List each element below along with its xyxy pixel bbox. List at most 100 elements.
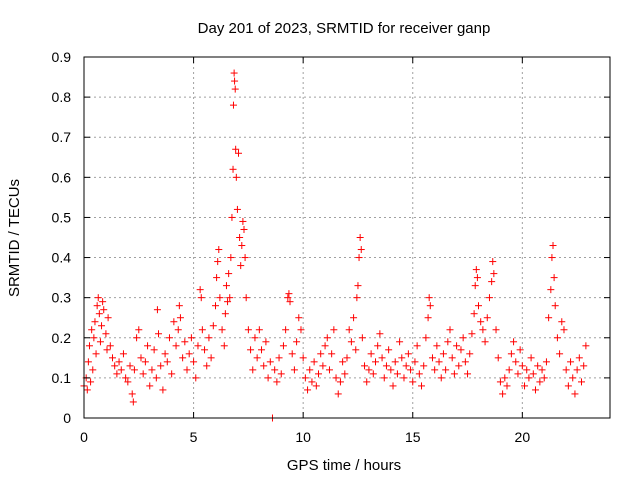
data-point [152,374,160,382]
data-point [499,390,507,398]
data-point [538,366,546,374]
data-point [407,366,415,374]
data-point [345,326,353,334]
data-point [155,330,163,338]
data-point [124,378,132,386]
data-point [582,342,590,350]
data-point [192,374,200,382]
data-point [560,326,568,334]
data-point [262,338,270,346]
data-point [317,350,325,358]
data-point [232,145,240,153]
data-point [529,370,537,378]
data-point [503,382,511,390]
data-point [564,382,572,390]
data-point [571,390,579,398]
y-tick-label: 0.4 [52,250,72,266]
data-point [308,378,316,386]
data-point [275,354,283,362]
data-point [163,358,171,366]
data-point [347,338,355,346]
data-point [569,374,577,382]
data-point [374,342,382,350]
data-point [422,334,430,342]
data-point [117,366,125,374]
data-point [90,334,98,342]
data-point [385,346,393,354]
data-point [521,382,529,390]
data-point [578,378,586,386]
data-point [514,370,522,378]
data-point [179,354,187,362]
data-point [336,378,344,386]
data-point [181,338,189,346]
data-point [367,350,375,358]
data-point [271,366,279,374]
data-point [490,270,498,278]
data-point [341,370,349,378]
data-point [241,254,249,262]
data-point [198,326,206,334]
data-point [290,366,298,374]
data-point [475,302,482,310]
data-point [369,370,377,378]
data-point [470,310,478,318]
data-point [244,326,252,334]
data-point [464,370,472,378]
x-tick-labels: 0 5 10 15 20 [80,429,530,445]
data-point [194,342,202,350]
data-point [534,362,542,370]
data-point [477,318,485,326]
data-point [483,314,491,322]
data-point [548,254,556,262]
data-point [425,294,433,302]
data-point [350,314,358,322]
data-point [473,274,481,282]
data-point [492,326,500,334]
data-point [527,354,535,362]
data-point [92,350,100,358]
data-point [542,358,550,366]
data-point [126,362,134,370]
data-point [146,382,154,390]
data-point [87,378,95,386]
data-point [135,326,143,334]
data-point [468,330,476,338]
data-point [122,374,130,382]
data-point [83,386,91,394]
data-point [187,334,195,342]
data-point [284,294,292,302]
data-point [88,326,96,334]
data-point [236,234,244,241]
data-point [512,358,520,366]
data-point [354,282,362,290]
data-point [218,326,226,334]
data-point [89,366,97,374]
data-point [580,362,588,370]
data-point [365,366,373,374]
data-point [363,378,371,386]
data-point [174,326,182,334]
data-point [398,354,406,362]
data-point [286,298,294,306]
data-point [228,213,236,221]
data-point [247,346,255,354]
data-point [128,390,136,398]
data-point [285,290,293,298]
data-point [205,334,213,342]
plot-frame [83,56,611,419]
data-point [197,294,205,302]
data-point [426,302,434,310]
data-point [479,326,487,334]
data-point [459,334,467,342]
data-point [203,362,211,370]
data-point [277,370,285,378]
data-point [306,366,314,374]
data-point [507,350,515,358]
data-point [108,354,116,362]
data-point [242,294,250,302]
y-tick-label: 0.3 [52,290,72,306]
data-point [170,318,178,326]
data-point [540,374,548,382]
x-axis-label: GPS time / hours [287,457,401,474]
